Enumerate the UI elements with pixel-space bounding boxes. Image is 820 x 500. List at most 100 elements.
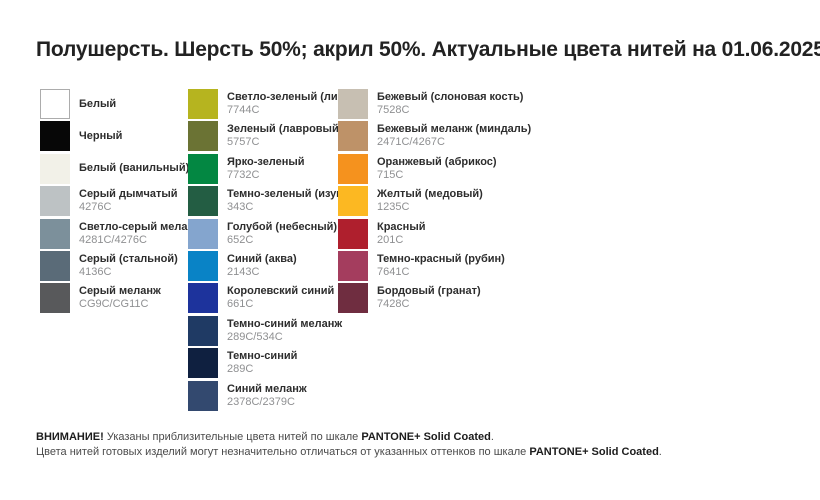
swatch-row: Темно-зеленый (изумруд) 343C [188, 186, 368, 217]
color-name: Оранжевый (абрикос) [377, 155, 497, 168]
color-name: Красный [377, 220, 426, 233]
swatch-row: Белый [40, 89, 188, 119]
swatch-label: Светло-серый меланж 4281C/4276C [79, 220, 202, 247]
swatch-row: Серый дымчатый 4276C [40, 186, 188, 217]
color-swatch [40, 283, 70, 314]
color-swatch [338, 218, 368, 249]
swatch-row: Ярко-зеленый 7732C [188, 153, 338, 184]
color-code: 289C/534C [227, 330, 283, 343]
note-line: Цвета нитей готовых изделий могут незнач… [36, 445, 662, 460]
color-swatch [188, 121, 218, 152]
note-segment: . [658, 445, 662, 458]
swatch-row: Серый меланж CG9C/CG11C [40, 283, 188, 314]
swatch-row: Темно-синий 289C [188, 348, 338, 379]
color-name: Темно-синий [227, 350, 298, 363]
note-segment: Цвета нитей готовых изделий могут незнач… [36, 445, 530, 458]
color-name: Темно-зеленый (изумруд) [227, 188, 368, 201]
color-code: 4281C/4276C [79, 233, 147, 246]
color-name: Голубой (небесный) [227, 220, 338, 233]
note-segment: . [490, 431, 494, 443]
color-swatch [188, 283, 218, 314]
color-code: 2471C/4267C [377, 136, 445, 149]
color-swatch [40, 218, 70, 249]
swatch-label: Темно-красный (рубин) 7641C [377, 253, 505, 279]
color-code: CG9C/CG11C [79, 298, 149, 311]
color-code: 201C [377, 233, 404, 246]
swatch-label: Черный [79, 130, 122, 143]
swatch-row: Светло-зеленый (липа) 7744C [188, 89, 355, 119]
swatch-column: Светло-зеленый (липа) 7744C Зеленый (лавро… [188, 89, 368, 413]
color-name: Бежевый меланж (миндаль) [377, 123, 532, 136]
color-code: 4136C [79, 265, 112, 278]
swatch-row: Зеленый (лавровый) 5757C [188, 121, 343, 152]
swatch-row: Королевский синий 661C [188, 283, 338, 314]
swatch-row: Оранжевый (абрикос) 715C [338, 153, 548, 184]
color-code: 4276C [79, 201, 112, 214]
color-swatch [40, 121, 70, 152]
color-name: Серый меланж [79, 285, 161, 298]
color-swatch [188, 89, 218, 119]
swatch-label: Серый меланж CG9C/CG11C [79, 285, 161, 311]
swatch-columns: Белый Черный Белый (ванильный) Серый дымчат… [40, 89, 548, 413]
swatch-row: Синий (аква) 2143C [188, 250, 338, 281]
swatch-label: Оранжевый (абрикос) 715C [377, 156, 497, 182]
color-name: Светло-зеленый (липа) [227, 91, 355, 103]
swatch-label: Темно-зеленый (изумруд) 343C [227, 188, 368, 214]
note-segment: ВНИМАНИЕ! [36, 431, 104, 443]
swatch-row: Темно-красный (рубин) 7641C [338, 250, 548, 281]
color-swatch [338, 121, 368, 152]
color-name: Серый (стальной) [79, 252, 178, 265]
swatch-label: Темно-синий меланж 289C/534C [227, 317, 343, 344]
color-swatch [338, 250, 368, 281]
swatch-row: Бордовый (гранат) 7428C [338, 283, 548, 314]
note-segment: PANTONE+ Solid Coated [529, 445, 659, 458]
color-name: Белый (ванильный) [79, 162, 190, 175]
color-name: Синий меланж [227, 382, 307, 395]
swatch-label: Темно-синий 289C [227, 350, 297, 376]
swatch-label: Синий (аква) 2143C [227, 253, 297, 279]
note-segment: PANTONE+ Solid Coated [361, 431, 491, 443]
color-swatch [188, 380, 218, 411]
color-code: 715C [377, 168, 404, 181]
color-name: Синий (аква) [227, 252, 297, 265]
swatch-label: Бежевый (слоновая кость) 7528C [377, 91, 523, 117]
color-code: 2378C/2379C [227, 395, 295, 408]
swatch-label: Голубой (небесный) 652C [227, 221, 337, 247]
color-swatch [40, 186, 70, 217]
color-name: Королевский синий [227, 285, 335, 298]
color-name: Темно-синий меланж [227, 317, 343, 330]
color-name: Серый дымчатый [79, 188, 178, 201]
color-name: Зеленый (лавровый) [227, 123, 343, 136]
swatch-label: Белый [79, 98, 116, 111]
swatch-label: Ярко-зеленый 7732C [227, 156, 305, 182]
color-code: 7641C [377, 265, 410, 278]
swatch-label: Желтый (медовый) 1235C [377, 188, 483, 214]
swatch-label: Серый дымчатый 4276C [79, 188, 178, 214]
swatch-row: Красный 201C [338, 218, 548, 249]
color-name: Бежевый (слоновая кость) [377, 91, 524, 103]
color-code: 652C [227, 233, 254, 246]
color-code: 7732C [227, 168, 260, 181]
swatch-label: Белый (ванильный) [79, 162, 190, 175]
swatch-row: Белый (ванильный) [40, 153, 190, 184]
color-swatch [188, 348, 218, 379]
swatch-label: Бежевый меланж (миндаль) 2471C/4267C [377, 123, 531, 149]
color-name: Светло-серый меланж [79, 220, 202, 233]
color-swatch [338, 153, 368, 184]
swatch-label: Синий меланж 2378C/2379C [227, 383, 307, 409]
color-code: 661C [227, 298, 254, 311]
swatch-row: Бежевый (слоновая кость) 7528C [338, 89, 548, 119]
swatch-row: Голубой (небесный) 652C [188, 218, 338, 249]
note-line: ВНИМАНИЕ! Указаны приблизительные цвета … [36, 430, 662, 445]
swatch-row: Серый (стальной) 4136C [40, 250, 188, 281]
color-name: Ярко-зеленый [227, 155, 305, 168]
color-swatch [338, 89, 368, 119]
color-swatch [188, 218, 218, 249]
swatch-label: Королевский синий 661C [227, 285, 334, 311]
color-name: Черный [79, 129, 123, 142]
swatch-row: Светло-серый меланж 4281C/4276C [40, 218, 202, 249]
color-code: 1235C [377, 201, 410, 214]
color-code: 7744C [227, 104, 260, 116]
color-swatch [338, 186, 368, 217]
